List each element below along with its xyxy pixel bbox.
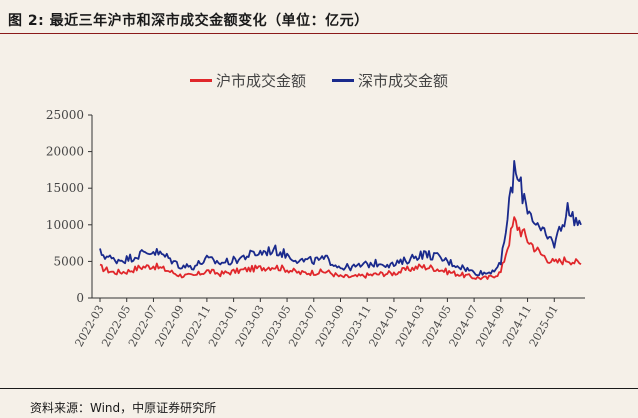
legend-item-sz: 深市成交金额 [332,70,448,91]
legend-swatch-sh [189,79,212,82]
y-tick-label: 15000 [46,181,84,195]
y-tick-label: 20000 [46,145,84,159]
series-line-sh [99,216,582,281]
legend-label-sz: 深市成交金额 [358,72,449,90]
line-chart: 05000100001500020000250002022-032022-052… [46,108,585,349]
y-tick-label: 10000 [46,218,84,232]
source-note: 资料来源：Wind，中原证券研究所 [0,388,638,418]
y-tick-label: 0 [76,291,84,305]
legend-item-sh: 沪市成交金额 [189,70,306,91]
legend-swatch-sz [332,79,354,82]
chart-legend: 沪市成交金额 深市成交金额 [0,70,638,91]
series-line-sz [99,160,582,277]
legend-label-sh: 沪市成交金额 [215,72,306,90]
y-tick-label: 25000 [46,108,84,122]
figure-title: 图 2: 最近三年沪市和深市成交金额变化（单位：亿元） [0,0,638,34]
y-tick-label: 5000 [53,254,84,268]
